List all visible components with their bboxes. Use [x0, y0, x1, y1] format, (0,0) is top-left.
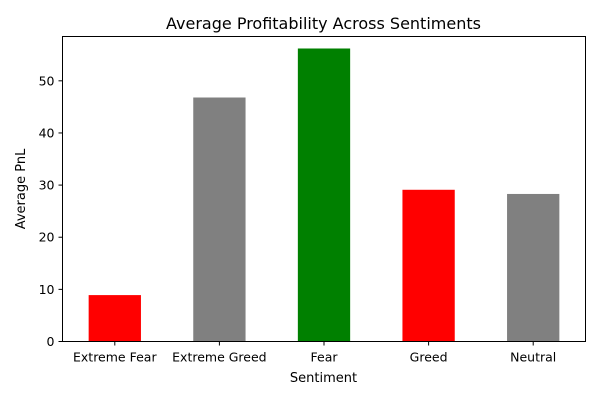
bar-extreme-fear	[88, 295, 141, 342]
y-axis-ticks: 0 10 20 30 40 50	[39, 73, 63, 349]
y-tick-label: 20	[39, 230, 55, 245]
y-axis-label: Average PnL	[14, 148, 29, 229]
x-tick-label: Neutral	[510, 350, 556, 365]
y-tick-label: 50	[39, 73, 55, 88]
y-tick-label: 10	[39, 282, 55, 297]
y-tick-label: 0	[47, 334, 55, 349]
bar-neutral	[507, 193, 560, 342]
x-tick-label: Extreme Fear	[73, 350, 157, 365]
bars-group	[88, 48, 560, 342]
plot-area-frame	[62, 36, 586, 342]
x-tick-label: Extreme Greed	[172, 350, 266, 365]
x-axis-ticks: Extreme Fear Extreme Greed Fear Greed Neutra…	[73, 341, 556, 365]
chart-title: Average Profitability Across Sentiments	[166, 14, 481, 33]
x-tick-label: Greed	[410, 350, 448, 365]
bar-greed	[402, 189, 455, 342]
x-axis-label: Sentiment	[290, 371, 357, 386]
bar-fear	[297, 48, 351, 342]
y-tick-label: 40	[39, 125, 55, 140]
x-tick-label: Fear	[311, 350, 339, 365]
bar-extreme-greed	[193, 97, 246, 342]
y-tick-label: 30	[39, 178, 55, 193]
